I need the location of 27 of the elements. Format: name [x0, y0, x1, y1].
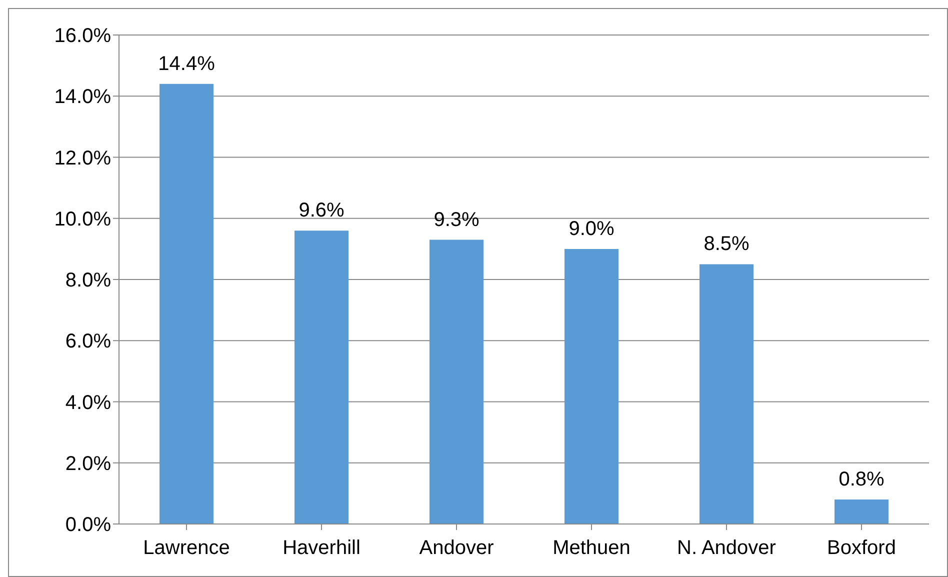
data-label: 9.6% — [298, 200, 345, 222]
bar — [564, 248, 618, 524]
y-tick-label: 16.0% — [54, 25, 112, 48]
data-label: 14.4% — [158, 52, 216, 75]
bar — [294, 230, 348, 524]
data-label: 0.8% — [838, 468, 885, 491]
data-label: 8.5% — [704, 233, 750, 256]
x-tick-label: Lawrence — [143, 537, 230, 560]
y-tick-label: 2.0% — [65, 452, 112, 475]
bar — [430, 240, 484, 524]
x-tick-label: Methuen — [552, 537, 630, 560]
data-label: 9.3% — [434, 208, 480, 231]
y-tick-label: 8.0% — [65, 270, 112, 292]
y-tick-label: 10.0% — [54, 208, 112, 230]
data-label: 9.0% — [568, 218, 615, 240]
y-tick-label: 12.0% — [54, 147, 112, 170]
y-tick-label: 4.0% — [65, 392, 112, 414]
bar — [160, 84, 214, 524]
x-tick-label: Boxford — [827, 537, 896, 560]
y-tick-label: 0.0% — [65, 514, 112, 536]
y-tick-label: 14.0% — [54, 86, 112, 108]
x-tick-label: N. Andover — [677, 537, 776, 560]
y-tick-label: 6.0% — [65, 330, 112, 353]
bar — [700, 264, 754, 524]
x-tick-label: Haverhill — [282, 537, 360, 560]
x-tick-label: Andover — [419, 537, 494, 560]
bar — [834, 500, 888, 524]
